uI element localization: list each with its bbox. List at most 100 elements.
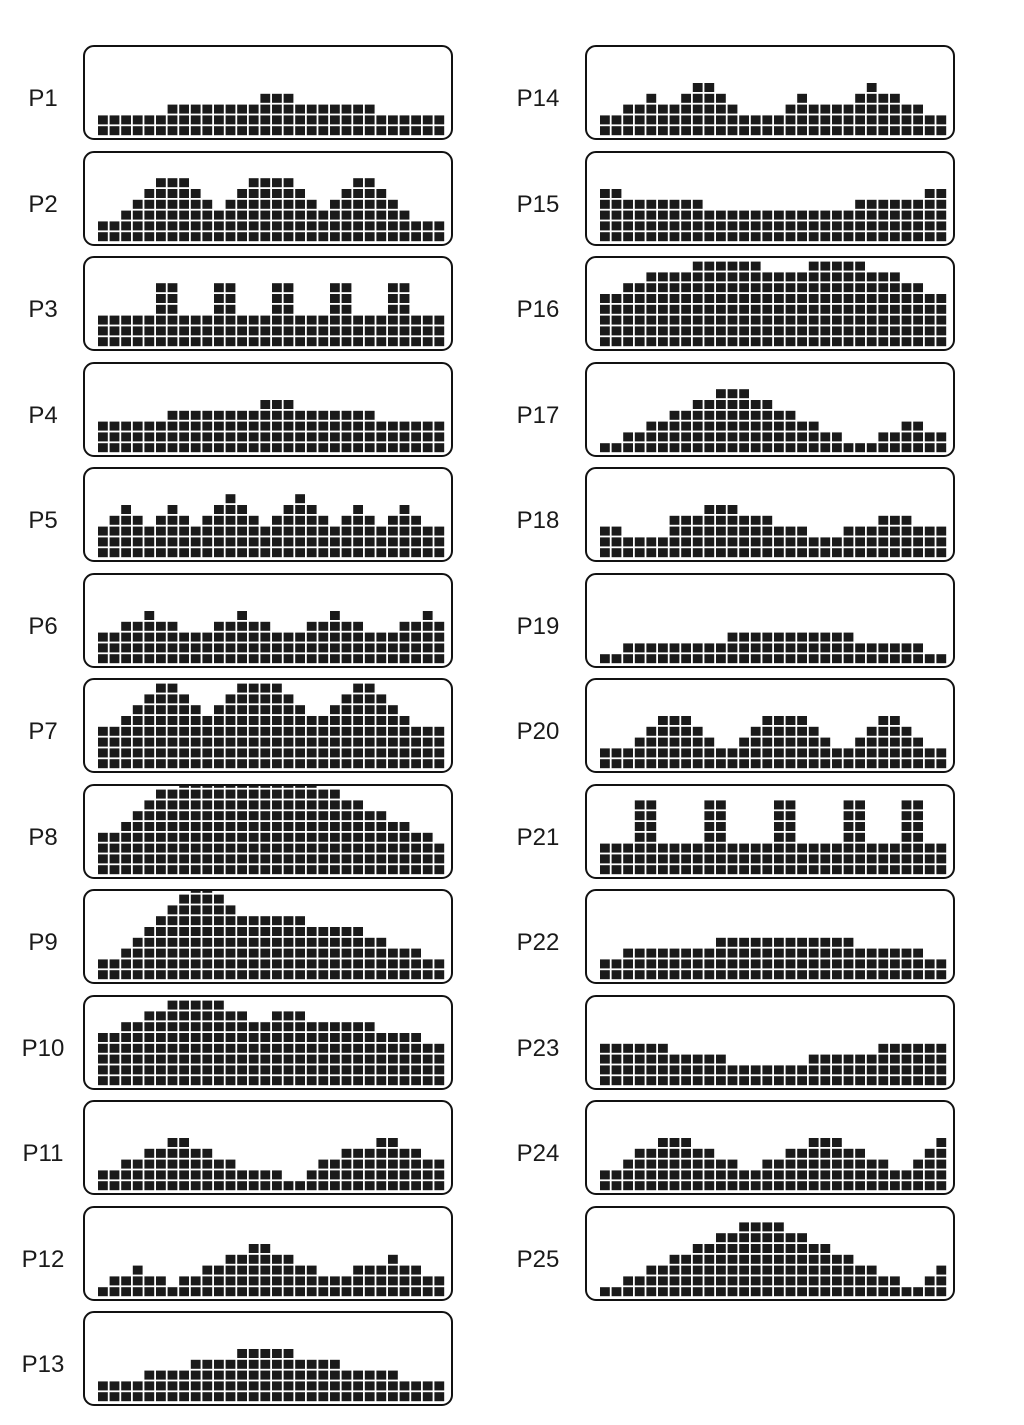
profile-block: [750, 759, 761, 769]
profile-block: [832, 970, 842, 980]
profile-block: [364, 705, 375, 715]
profile-block: [646, 104, 657, 114]
profile-block: [785, 643, 796, 653]
profile-block: [634, 1287, 645, 1297]
profile-block: [820, 654, 831, 664]
profile-block: [364, 1381, 375, 1391]
profile-column: [658, 199, 668, 242]
profile-block: [750, 1181, 761, 1191]
profile-block: [306, 970, 317, 980]
profile-block: [295, 221, 305, 231]
profile-column: [295, 1011, 305, 1086]
profile-block: [98, 1076, 108, 1086]
profile-block: [202, 632, 213, 642]
profile-block: [156, 854, 166, 864]
profile-column: [600, 1043, 610, 1086]
profile-column: [214, 210, 224, 242]
profile-block: [295, 232, 305, 242]
profile-block: [843, 948, 854, 958]
profile-block: [820, 432, 831, 442]
profile-block: [272, 843, 282, 853]
profile-block: [808, 104, 819, 114]
profile-block: [797, 854, 807, 864]
profile-block: [295, 786, 305, 788]
profile-block: [623, 654, 633, 664]
profile-block: [272, 1170, 282, 1180]
profile-column: [692, 261, 703, 347]
profile-column: [202, 1359, 213, 1402]
profile-block: [214, 865, 224, 875]
profile-column: [658, 643, 668, 664]
profile-block: [260, 1287, 271, 1297]
profile-block: [634, 1065, 645, 1075]
profile-block: [762, 737, 773, 747]
profile-block: [225, 748, 236, 758]
profile-block: [388, 1043, 398, 1053]
profile-block: [411, 948, 421, 958]
profile-block: [353, 326, 363, 336]
profile-block: [364, 748, 375, 758]
profile-block: [330, 294, 340, 303]
profile-block: [634, 283, 645, 293]
profile-block: [364, 210, 375, 220]
profile-block: [283, 632, 294, 642]
profile-block: [785, 1076, 796, 1086]
profile-column: [434, 1159, 445, 1191]
profile-block: [179, 1011, 189, 1021]
profile-block: [692, 748, 703, 758]
profile-block: [248, 1022, 259, 1032]
profile-block: [341, 315, 352, 325]
profile-column: [774, 526, 784, 558]
profile-block: [330, 526, 340, 536]
profile-block: [364, 115, 375, 125]
profile-block: [774, 232, 784, 242]
profile-block: [353, 537, 363, 547]
profile-block: [808, 632, 819, 642]
profile-block: [623, 294, 633, 303]
profile-block: [890, 432, 900, 442]
profile-block: [283, 199, 294, 209]
profile-block: [330, 800, 340, 810]
profile-block: [353, 1043, 363, 1053]
profile-column: [681, 410, 691, 453]
profile-block: [785, 1170, 796, 1180]
profile-block: [739, 294, 749, 303]
profile-block: [318, 789, 329, 799]
profile-column: [283, 694, 294, 769]
profile-block: [225, 1170, 236, 1180]
profile-column: [434, 221, 445, 242]
profile-block: [634, 948, 645, 958]
profile-block: [797, 843, 807, 853]
profile-block: [272, 654, 282, 664]
profile-block: [669, 515, 680, 525]
profile-block: [283, 1265, 294, 1275]
profile-block: [364, 421, 375, 431]
profile-block: [411, 970, 421, 980]
profile-block: [341, 115, 352, 125]
profile-block: [658, 104, 668, 114]
profile-block: [167, 1054, 178, 1064]
profile-column: [98, 726, 108, 769]
profile-block: [727, 748, 738, 758]
profile-block: [179, 786, 189, 788]
profile-block: [376, 1043, 387, 1053]
profile-block: [353, 1022, 363, 1032]
profile-block: [936, 1276, 947, 1286]
profile-column: [306, 1265, 317, 1297]
profile-block: [156, 1181, 166, 1191]
profile-block: [179, 1065, 189, 1075]
profile-block: [634, 199, 645, 209]
profile-column: [364, 410, 375, 453]
profile-block: [272, 811, 282, 821]
profile-block: [692, 104, 703, 114]
profile-block: [132, 315, 143, 325]
profile-column: [190, 1359, 201, 1402]
profile-block: [202, 232, 213, 242]
profile-block: [156, 1287, 166, 1297]
profile-block: [901, 199, 912, 209]
profile-block: [832, 272, 842, 282]
profile-block: [144, 1159, 155, 1169]
profile-block: [364, 1054, 375, 1064]
profile-column: [109, 832, 120, 875]
profile-block: [330, 632, 340, 642]
